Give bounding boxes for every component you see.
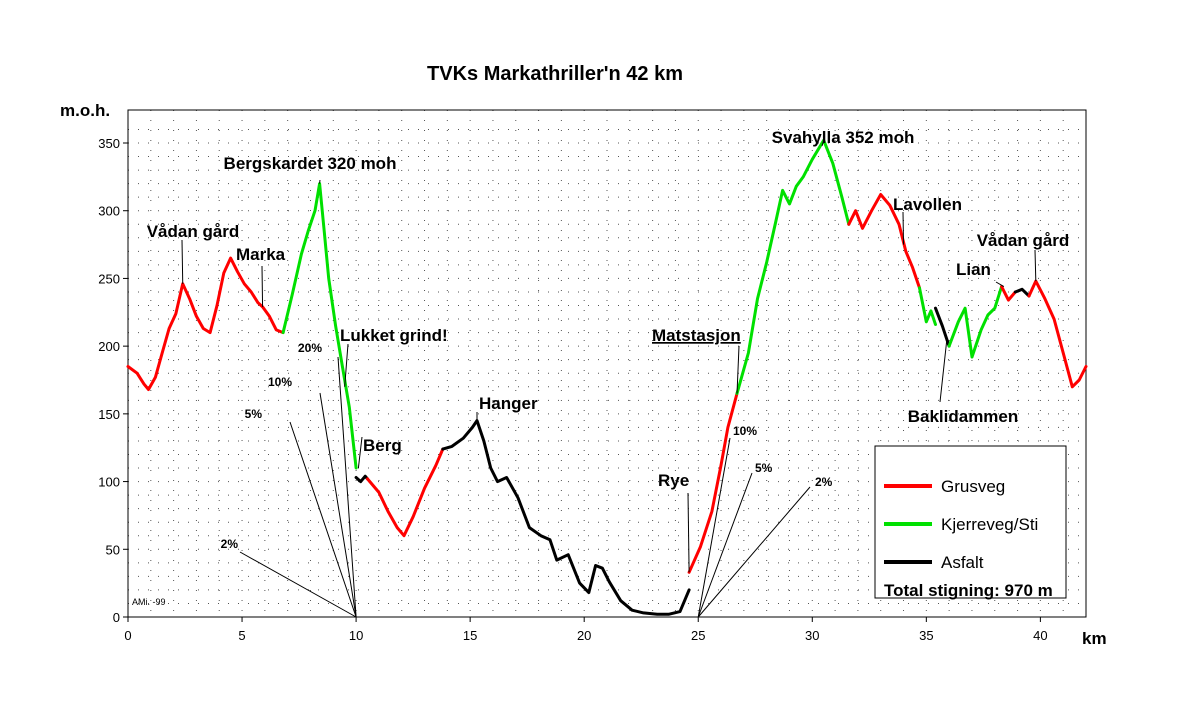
x-tick-label: 5 [238, 628, 245, 643]
annotation-label: Matstasjon [652, 326, 741, 345]
gradient-label: 10% [268, 375, 292, 389]
profile-segment-grusveg [689, 394, 737, 573]
credit-text: AMi. -99 [132, 597, 166, 607]
annotation-pointer [182, 240, 183, 284]
profile-segment-grusveg [128, 258, 283, 389]
annotation-label: Vådan gård [977, 231, 1070, 250]
legend-label: Grusveg [941, 477, 1005, 496]
annotation-pointer [358, 437, 362, 468]
total-climb-text: Total stigning: 970 m [884, 581, 1053, 600]
profile-segment-kjerreveg-sti [737, 140, 849, 393]
y-tick-label: 300 [98, 204, 120, 219]
annotation-pointer [940, 339, 947, 402]
gradient-guide-line [240, 552, 356, 617]
x-axis-label: km [1082, 629, 1107, 648]
annotation-label: Lavollen [893, 195, 962, 214]
gradient-label: 5% [755, 461, 773, 475]
x-tick-label: 10 [349, 628, 363, 643]
y-tick-label: 350 [98, 136, 120, 151]
y-tick-label: 250 [98, 271, 120, 286]
x-tick-label: 35 [919, 628, 933, 643]
gradient-guide-line [698, 438, 730, 617]
annotation-label: Svahylla 352 moh [772, 128, 915, 147]
gradient-guide-line [698, 473, 752, 617]
annotation-label: Bergskardet 320 moh [224, 154, 397, 173]
gradient-guide-line [698, 487, 810, 617]
x-tick-label: 40 [1033, 628, 1047, 643]
profile-segment-asfalt [443, 421, 689, 615]
profile-segment-kjerreveg-sti [949, 287, 1002, 357]
y-tick-label: 0 [113, 610, 120, 625]
annotation-pointer [345, 344, 348, 387]
legend: Grusveg Kjerreveg/Sti Asfalt Total stigning… [875, 446, 1066, 600]
y-tick-label: 200 [98, 339, 120, 354]
x-tick-label: 15 [463, 628, 477, 643]
gradient-label: 2% [221, 537, 239, 551]
annotations: Bergskardet 320 moh Vådan gård Marka Lukket… [147, 128, 1070, 490]
gradient-guide-line [290, 422, 356, 617]
profile-segment-asfalt [356, 476, 367, 481]
profile-segment-grusveg [1029, 281, 1086, 387]
legend-label: Asfalt [941, 553, 984, 572]
gradient-label: 5% [245, 407, 263, 421]
gradient-label: 2% [815, 475, 833, 489]
annotation-label: Lian [956, 260, 991, 279]
annotation-pointer [262, 266, 263, 307]
legend-label: Kjerreveg/Sti [941, 515, 1038, 534]
annotation-label: Marka [236, 245, 286, 264]
chart-title: TVKs Markathriller'n 42 km [427, 63, 683, 85]
profile-segment-grusveg [1002, 287, 1016, 301]
annotation-pointer [1035, 250, 1036, 281]
profile-segment-grusveg [368, 449, 443, 536]
annotation-label: Berg [363, 436, 402, 455]
annotation-label: Lukket grind! [340, 326, 448, 345]
y-tick-label: 150 [98, 407, 120, 422]
y-axis-label: m.o.h. [60, 101, 110, 120]
x-tick-label: 30 [805, 628, 819, 643]
annotation-label: Rye [658, 471, 689, 490]
x-tick-label: 20 [577, 628, 591, 643]
annotation-label: Hanger [479, 394, 538, 413]
y-tick-label: 50 [106, 542, 120, 557]
annotation-label: Baklidammen [908, 407, 1019, 426]
profile-segment-kjerreveg-sti [920, 288, 936, 325]
gradient-label: 10% [733, 424, 757, 438]
annotation-pointer [996, 282, 1004, 287]
x-tick-label: 0 [124, 628, 131, 643]
gradient-label: 20% [298, 341, 322, 355]
x-tick-label: 25 [691, 628, 705, 643]
annotation-pointer [688, 493, 689, 572]
profile-segment-asfalt [1015, 289, 1029, 296]
annotation-label: Vådan gård [147, 222, 240, 241]
annotation-pointer [903, 212, 904, 245]
y-tick-label: 100 [98, 475, 120, 490]
